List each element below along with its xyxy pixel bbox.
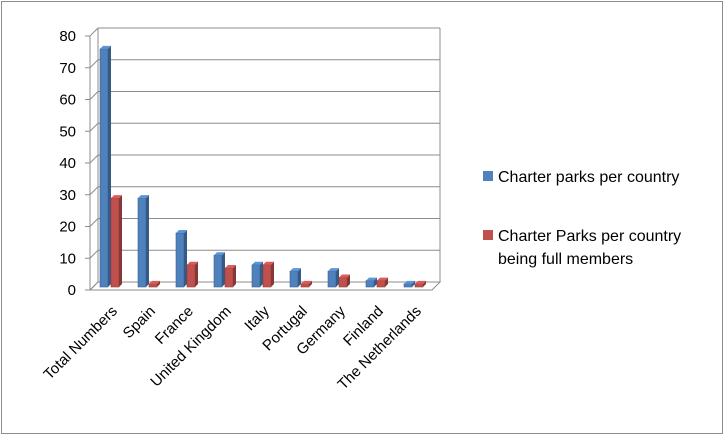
bar	[414, 280, 426, 288]
bar	[186, 261, 198, 288]
legend-label: Charter Parks per country	[498, 228, 681, 245]
bar	[365, 277, 377, 288]
y-tick-label: 60	[59, 92, 76, 109]
y-tick-label: 20	[59, 219, 76, 236]
bar	[289, 268, 301, 288]
y-tick-label: 50	[59, 123, 76, 140]
y-tick-label: 70	[59, 60, 76, 77]
bar	[175, 230, 187, 288]
bar	[224, 264, 236, 288]
y-axis-tick-labels: 0 10 20 30 40 50 60 70 80	[59, 28, 76, 299]
bar	[99, 45, 111, 288]
bar	[403, 280, 415, 288]
bar	[300, 280, 312, 288]
y-tick-label: 40	[59, 155, 76, 172]
bar	[376, 277, 388, 288]
bar	[327, 268, 339, 288]
bar	[251, 261, 263, 288]
y-tick-label: 30	[59, 187, 76, 204]
bar	[110, 195, 122, 288]
x-tick-label: Total Numbers	[40, 303, 120, 383]
legend-swatch	[483, 171, 493, 181]
legend-label: being full members	[498, 251, 633, 268]
bar	[338, 274, 350, 288]
legend: Charter parks per country Charter Parks p…	[483, 169, 681, 268]
legend-swatch	[483, 230, 493, 240]
bar	[262, 261, 274, 288]
y-tick-label: 80	[59, 28, 76, 45]
bar	[137, 195, 149, 288]
y-tick-label: 10	[59, 250, 76, 267]
bar	[148, 280, 160, 288]
x-tick-label: Italy	[241, 302, 273, 334]
y-tick-label: 0	[68, 282, 76, 299]
bar	[213, 252, 225, 288]
legend-label: Charter parks per country	[498, 169, 679, 186]
bars	[99, 45, 426, 288]
